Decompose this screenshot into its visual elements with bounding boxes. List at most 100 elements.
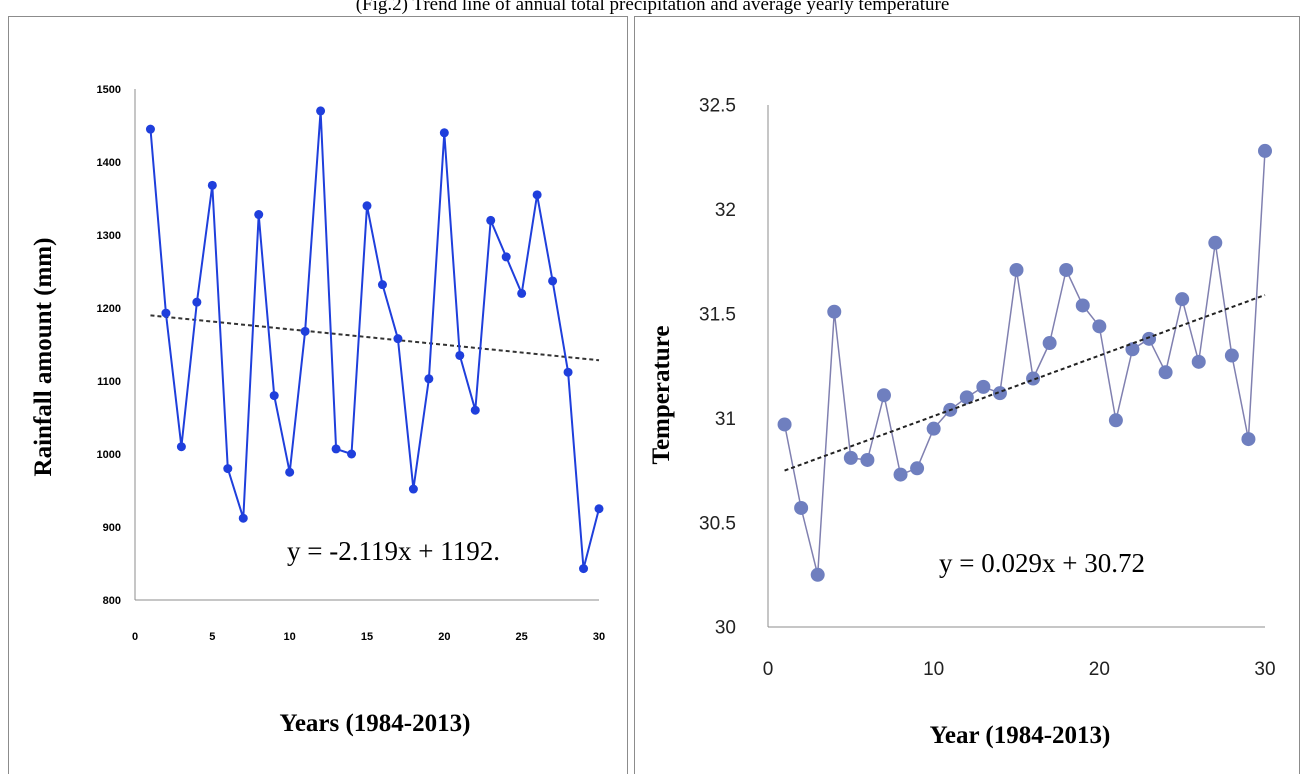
left-x-tick-label: 10: [284, 631, 296, 643]
left-data-point: [145, 124, 155, 134]
left-x-tick-label: 15: [361, 631, 373, 643]
left-data-point: [470, 405, 480, 415]
left-data-point: [254, 210, 264, 220]
left-data-point: [548, 276, 558, 286]
rainfall-x-axis-label: Years (1984-2013): [280, 710, 471, 737]
right-data-point: [926, 421, 941, 436]
temperature-x-axis-label: Year (1984-2013): [930, 722, 1111, 749]
right-data-point: [893, 467, 908, 482]
rainfall-trendline-group: [150, 314, 600, 362]
left-data-point: [362, 201, 372, 211]
right-y-tick-label: 31.5: [699, 304, 736, 325]
left-data-point: [517, 288, 527, 298]
left-data-point: [455, 350, 465, 360]
right-y-tick-label: 32.5: [699, 96, 736, 117]
left-y-tick-label: 800: [103, 595, 121, 607]
left-trendline: [150, 314, 600, 362]
left-data-point: [393, 334, 403, 344]
left-data-point: [223, 464, 233, 474]
right-y-tick-label: 32: [715, 200, 736, 221]
left-y-tick-label: 1100: [97, 376, 121, 388]
right-x-tick-label: 30: [1254, 659, 1275, 680]
right-data-point: [794, 500, 809, 515]
temperature-trendline-equation: y = 0.029x + 30.72: [939, 548, 1145, 578]
left-data-point: [424, 374, 434, 384]
left-data-point: [347, 449, 357, 459]
right-data-point: [1224, 348, 1239, 363]
right-data-point: [860, 452, 875, 467]
temperature-series: [777, 143, 1272, 582]
left-data-point: [269, 391, 279, 401]
left-data-point: [285, 467, 295, 477]
temperature-chart-panel: 30 30.5 31 31.5 32 32.5 0 10 20 30 y = 0.029x + 3…: [634, 16, 1300, 774]
left-data-point: [594, 504, 604, 514]
left-data-point: [408, 484, 418, 494]
left-y-tick-label: 1200: [97, 303, 121, 315]
right-data-point: [1208, 235, 1223, 250]
right-data-point: [810, 567, 825, 582]
left-data-point: [377, 280, 387, 290]
left-x-tick-label: 0: [132, 631, 138, 643]
left-y-tick-label: 1300: [97, 230, 121, 242]
left-data-point: [238, 513, 248, 523]
left-data-point: [532, 190, 542, 200]
left-data-point: [192, 297, 202, 307]
left-data-point: [579, 564, 589, 574]
left-data-point: [486, 215, 496, 225]
right-data-point: [1158, 365, 1173, 380]
left-data-point: [331, 444, 341, 454]
right-data-point: [1108, 413, 1123, 428]
rainfall-axes: [134, 89, 599, 601]
left-data-point: [207, 180, 217, 190]
left-x-tick-label: 25: [516, 631, 528, 643]
left-data-point: [316, 106, 326, 116]
right-data-point: [1258, 143, 1272, 158]
right-data-point: [1191, 354, 1206, 369]
left-data-point: [176, 442, 186, 452]
right-data-point: [876, 388, 891, 403]
rainfall-chart: 800 900 1000 1100 1200 1300 1400 1500 0 5 10 15 20 25…: [30, 84, 605, 737]
left-data-point: [300, 326, 310, 336]
right-data-point: [1075, 298, 1090, 313]
right-data-point: [1175, 292, 1190, 307]
right-data-point: [910, 461, 925, 476]
right-data-point: [827, 304, 842, 319]
right-trendline: [784, 294, 1266, 472]
figure-caption: (Fig.2) Trend line of annual total preci…: [355, 0, 950, 14]
left-x-tick-label: 20: [438, 631, 450, 643]
right-data-point: [1042, 336, 1057, 351]
right-data-point: [777, 417, 792, 432]
right-data-point: [1241, 432, 1256, 447]
temperature-trendline-group: [784, 294, 1266, 472]
right-y-tick-label: 30.5: [699, 513, 736, 534]
left-x-tick-label: 30: [593, 631, 605, 643]
left-y-tick-label: 1400: [97, 157, 121, 169]
right-data-point: [843, 450, 858, 465]
right-x-tick-label: 10: [923, 659, 944, 680]
right-x-tick-label: 20: [1089, 659, 1110, 680]
left-x-tick-label: 5: [209, 631, 215, 643]
right-y-tick-label: 31: [715, 409, 736, 430]
right-y-tick-label: 30: [715, 618, 736, 639]
right-data-point: [1125, 342, 1140, 357]
right-data-point: [976, 379, 991, 394]
temperature-chart: 30 30.5 31 31.5 32 32.5 0 10 20 30 y = 0.029x + 3…: [648, 96, 1276, 749]
left-data-point: [439, 128, 449, 138]
left-series-line: [149, 109, 600, 570]
right-data-point: [1092, 319, 1107, 334]
right-data-point: [959, 390, 974, 405]
right-data-point: [1059, 262, 1074, 277]
left-data-point: [563, 367, 573, 377]
right-data-point: [1009, 262, 1024, 277]
rainfall-trendline-equation: y = -2.119x + 1192.: [287, 536, 500, 566]
left-y-tick-label: 1500: [97, 84, 121, 96]
left-data-point: [501, 252, 511, 262]
left-data-point: [161, 308, 171, 318]
rainfall-series: [145, 106, 604, 574]
temperature-tick-labels: 30 30.5 31 31.5 32 32.5 0 10 20 30: [699, 96, 1276, 680]
rainfall-y-axis-label: Rainfall amount (mm): [30, 238, 57, 477]
temperature-axes: [767, 105, 1265, 628]
left-y-tick-label: 900: [103, 522, 121, 534]
right-data-point: [1142, 331, 1157, 346]
rainfall-chart-panel: 800 900 1000 1100 1200 1300 1400 1500 0 5 10 15 20 25…: [8, 16, 628, 774]
